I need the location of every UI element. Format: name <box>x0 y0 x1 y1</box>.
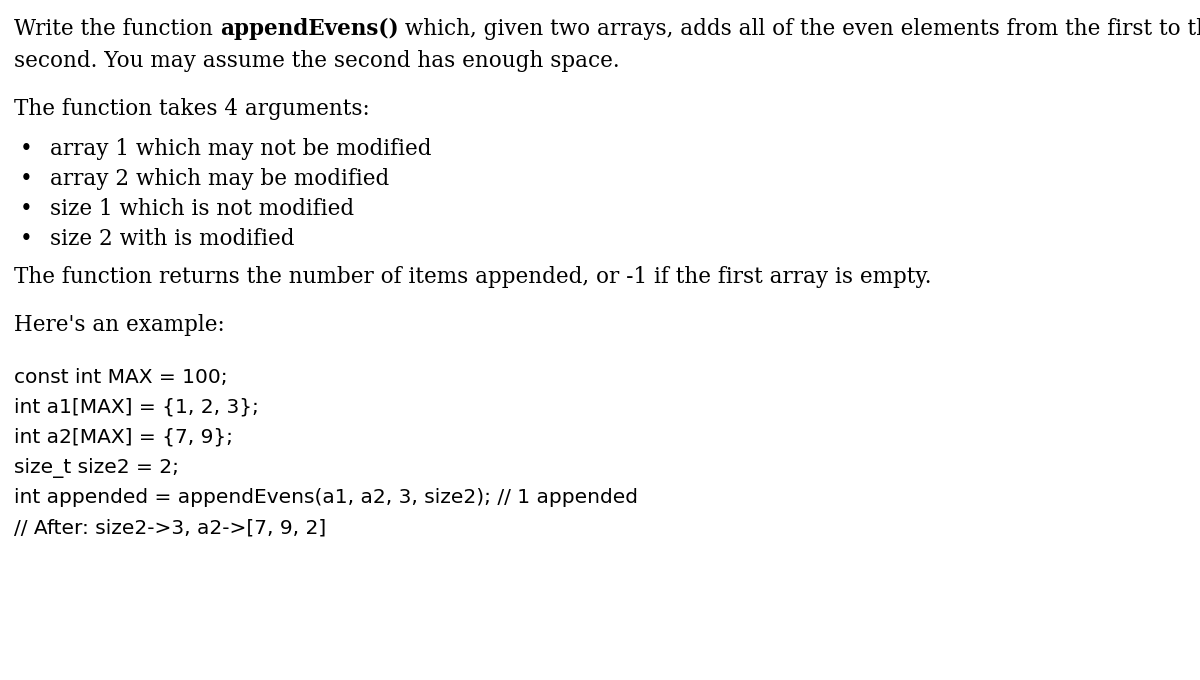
Text: •: • <box>20 228 32 250</box>
Text: const int MAX = 100;: const int MAX = 100; <box>14 368 228 387</box>
Text: which, given two arrays, adds all of the even elements from the first to the: which, given two arrays, adds all of the… <box>398 18 1200 40</box>
Text: size_t size2 = 2;: size_t size2 = 2; <box>14 458 179 478</box>
Text: size 2 with is modified: size 2 with is modified <box>50 228 294 250</box>
Text: int a1[MAX] = {1, 2, 3};: int a1[MAX] = {1, 2, 3}; <box>14 398 259 417</box>
Text: // After: size2->3, a2->[7, 9, 2]: // After: size2->3, a2->[7, 9, 2] <box>14 518 326 537</box>
Text: array 1 which may not be modified: array 1 which may not be modified <box>50 138 432 160</box>
Text: •: • <box>20 138 32 160</box>
Text: •: • <box>20 168 32 190</box>
Text: •: • <box>20 198 32 220</box>
Text: size 1 which is not modified: size 1 which is not modified <box>50 198 354 220</box>
Text: The function takes 4 arguments:: The function takes 4 arguments: <box>14 98 370 120</box>
Text: The function returns the number of items appended, or -1 if the first array is e: The function returns the number of items… <box>14 266 931 288</box>
Text: appendEvens(): appendEvens() <box>220 18 398 40</box>
Text: int appended = appendEvens(a1, a2, 3, size2); // 1 appended: int appended = appendEvens(a1, a2, 3, si… <box>14 488 638 507</box>
Text: Write the function: Write the function <box>14 18 220 40</box>
Text: array 2 which may be modified: array 2 which may be modified <box>50 168 389 190</box>
Text: int a2[MAX] = {7, 9};: int a2[MAX] = {7, 9}; <box>14 428 233 447</box>
Text: second. You may assume the second has enough space.: second. You may assume the second has en… <box>14 50 619 72</box>
Text: Here's an example:: Here's an example: <box>14 314 224 336</box>
